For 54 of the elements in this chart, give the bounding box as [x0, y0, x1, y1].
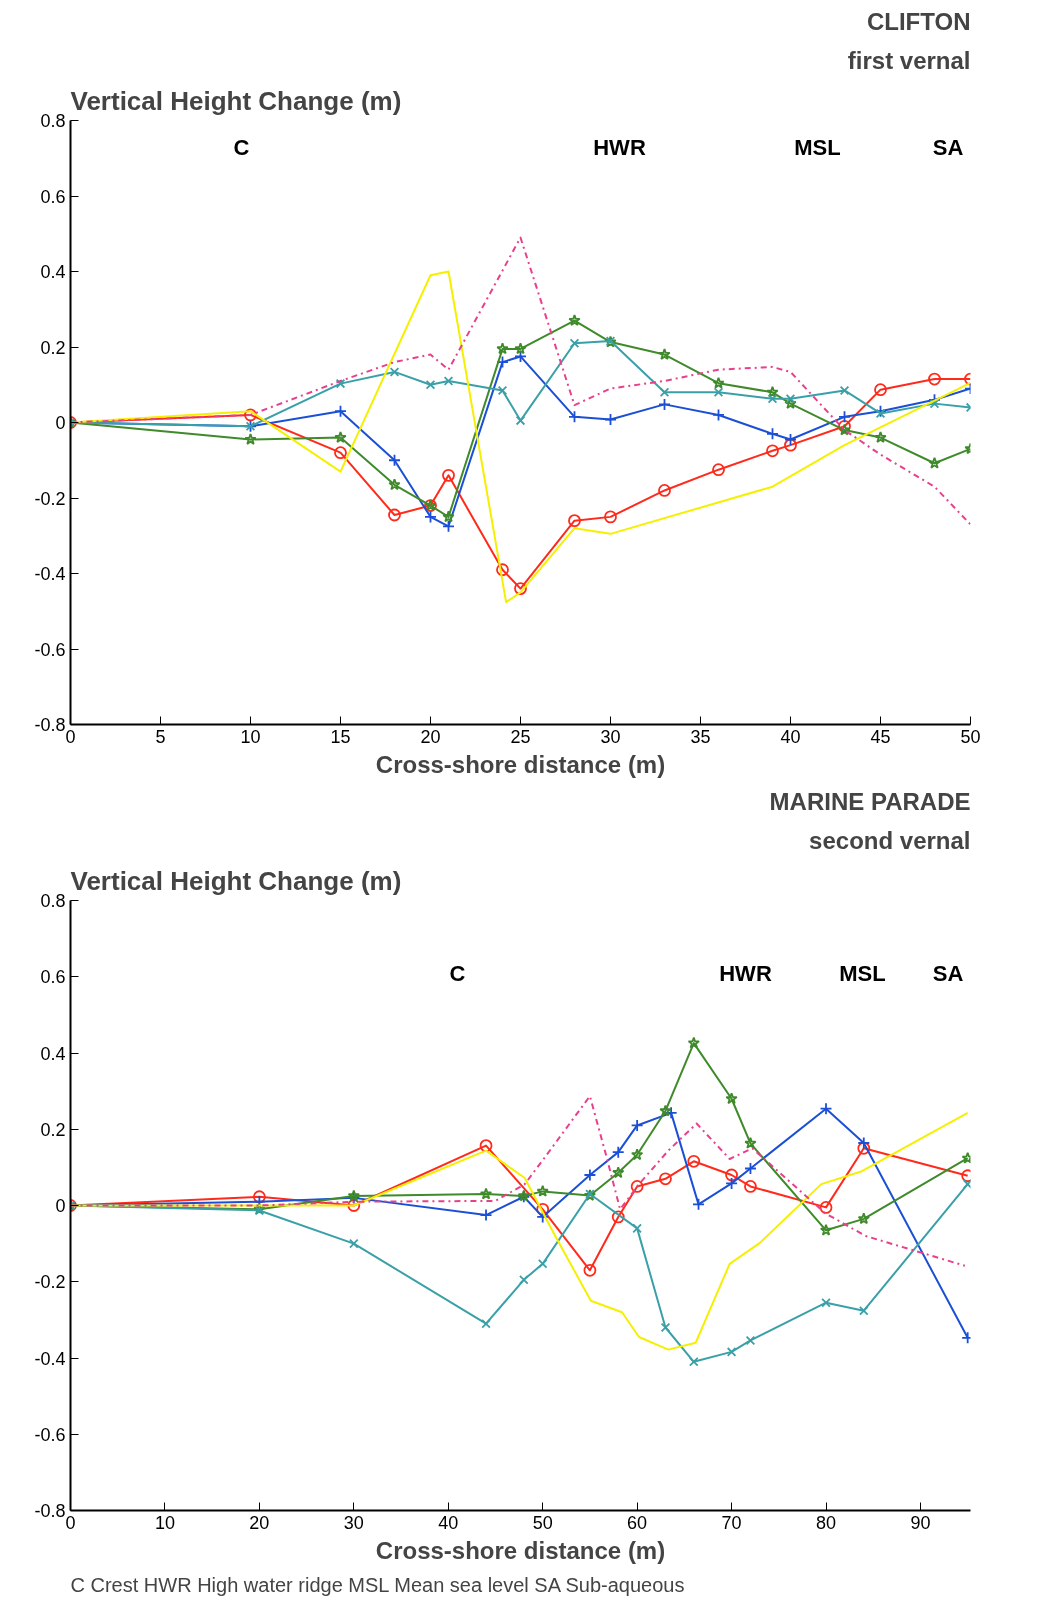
annotation: SA — [932, 135, 964, 161]
x-tick-label: 35 — [690, 726, 711, 747]
annotation: C — [233, 135, 250, 161]
x-tick-label: 30 — [600, 726, 621, 747]
x-axis-title: Cross-shore distance (m) — [375, 1536, 666, 1564]
x-tick-label: 60 — [627, 1512, 648, 1533]
x-tick-label: 15 — [330, 726, 351, 747]
x-tick-label: 45 — [870, 726, 891, 747]
x-tick-label: 80 — [816, 1512, 837, 1533]
x-tick-label: 5 — [155, 726, 166, 747]
annotation: C — [449, 961, 466, 987]
x-tick-label: 10 — [154, 1512, 175, 1533]
y-tick-label: -0.4 — [34, 564, 66, 584]
annotation: MSL — [794, 135, 841, 161]
annotation: HWR — [719, 961, 772, 987]
y-axis-title: Vertical Height Change (m) — [70, 865, 402, 896]
y-tick-label: 0.6 — [40, 967, 66, 988]
chart-title: CLIFTON — [866, 7, 971, 35]
y-tick-label: 0 — [55, 413, 66, 433]
x-tick-label: 10 — [240, 726, 261, 747]
y-tick-label: -0.2 — [34, 1272, 66, 1293]
y-tick-label: -0.6 — [34, 639, 66, 660]
x-tick-label: 40 — [438, 1512, 459, 1533]
annotation: MSL — [839, 961, 886, 987]
x-tick-label: 40 — [780, 726, 801, 747]
y-tick-label: 0.6 — [40, 186, 66, 207]
y-tick-label: 0.4 — [40, 262, 66, 282]
annotation: SA — [932, 961, 964, 987]
y-tick-label: -0.8 — [34, 715, 66, 735]
y-tick-label: 0.4 — [40, 1043, 66, 1064]
chart-subtitle: first vernal — [847, 46, 971, 74]
x-tick-label: 30 — [343, 1512, 364, 1533]
y-tick-label: 0 — [55, 1196, 66, 1216]
chart-title: MARINE PARADE — [769, 787, 971, 815]
x-tick-label: 25 — [510, 726, 531, 747]
text: C Crest HWR High water ridge MSL Mean sea level SA Sub-aqueous — [70, 1573, 685, 1596]
y-tick-label: -0.4 — [34, 1348, 66, 1369]
x-tick-label: 50 — [532, 1512, 553, 1533]
y-tick-label: -0.6 — [34, 1424, 66, 1445]
y-tick-label: 0.8 — [40, 111, 66, 131]
x-axis-title: Cross-shore distance (m) — [375, 750, 666, 778]
y-tick-label: 0.2 — [40, 1119, 66, 1140]
x-tick-label: 20 — [420, 726, 441, 747]
y-tick-label: -0.2 — [34, 488, 66, 509]
y-tick-label: 0.2 — [40, 337, 66, 358]
x-tick-label: 50 — [960, 726, 981, 747]
annotation: HWR — [593, 135, 646, 161]
y-tick-label: -0.8 — [34, 1501, 66, 1521]
x-tick-label: 70 — [721, 1512, 742, 1533]
y-tick-label: 0.8 — [40, 891, 66, 911]
x-tick-label: 90 — [910, 1512, 931, 1533]
x-tick-label: 20 — [249, 1512, 270, 1533]
chart-subtitle: second vernal — [809, 826, 971, 854]
y-axis-title: Vertical Height Change (m) — [70, 85, 402, 116]
